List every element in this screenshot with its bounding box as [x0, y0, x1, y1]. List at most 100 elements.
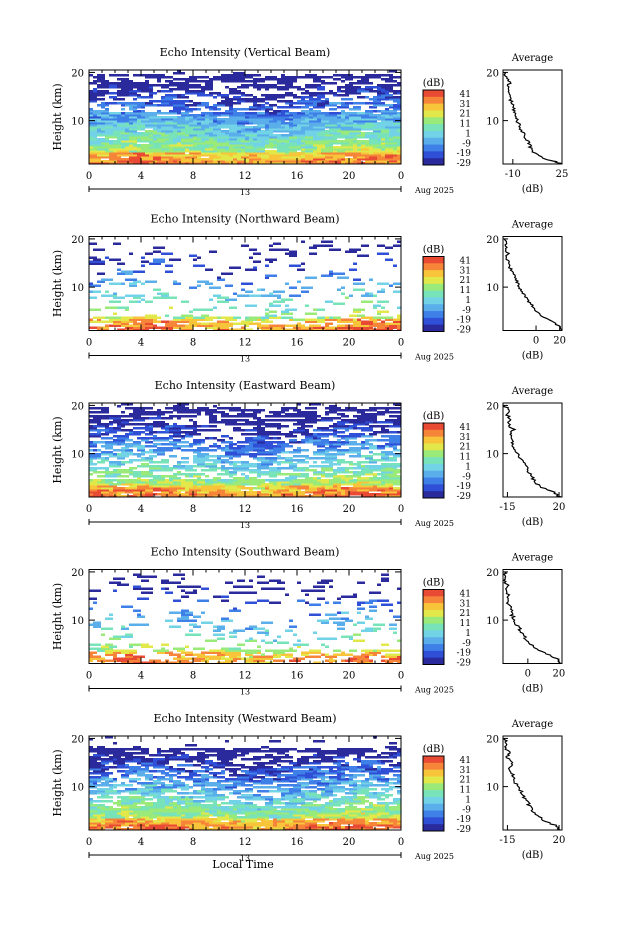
heatmap-cell: [253, 162, 257, 165]
heatmap-cell: [385, 465, 397, 468]
heatmap-cell: [209, 134, 217, 137]
heatmap-cell: [333, 150, 337, 153]
heatmap-cell: [221, 802, 229, 805]
heatmap-cell: [273, 419, 277, 422]
heatmap-cell: [241, 146, 245, 149]
heatmap-cell: [129, 136, 141, 139]
heatmap-cell: [141, 810, 153, 813]
heatmap-cell: [105, 822, 113, 825]
heatmap-cell: [313, 495, 325, 498]
heatmap-cell: [161, 320, 169, 323]
heatmap-cell: [365, 324, 369, 327]
heatmap-cell: [169, 756, 177, 759]
heatmap-cell: [329, 248, 341, 251]
date-label: Aug 2025: [414, 519, 454, 528]
heatmap-cell: [377, 421, 385, 424]
heatmap-cell: [189, 449, 193, 452]
heatmap-cell: [385, 473, 397, 476]
heatmap-cell: [261, 495, 273, 498]
heatmap-cell: [285, 798, 293, 801]
heatmap-cell: [393, 146, 397, 149]
heatmap-cell: [321, 112, 329, 115]
heatmap-cell: [113, 132, 121, 135]
colorbar-tick-label: 31: [460, 266, 471, 276]
heatmap-cell: [93, 471, 101, 474]
heatmap-cell: [325, 160, 329, 163]
heatmap-cell: [177, 756, 189, 759]
heatmap-cell: [397, 158, 401, 161]
heatmap-cell: [229, 471, 237, 474]
heatmap-cell: [113, 822, 125, 825]
heatmap-cell: [245, 74, 249, 77]
heatmap-cell: [237, 479, 245, 482]
heatmap-cell: [185, 108, 197, 111]
heatmap-cell: [341, 595, 345, 598]
heatmap-cell: [349, 142, 361, 145]
heatmap-cell: [177, 649, 181, 652]
heatmap-cell: [233, 784, 237, 787]
heatmap-cell: [113, 142, 121, 145]
heatmap-cell: [133, 326, 145, 329]
heatmap-cell: [129, 114, 141, 117]
heatmap-cell: [189, 162, 193, 165]
heatmap-cell: [285, 802, 293, 805]
heatmap-cell: [329, 814, 341, 817]
heatmap-cell: [197, 104, 205, 107]
heatmap-cell: [157, 447, 169, 450]
heatmap-cell: [89, 485, 93, 488]
heatmap-cell: [141, 483, 145, 486]
heatmap-cell: [281, 445, 293, 448]
heatmap-cell: [205, 794, 213, 797]
heatmap-cell: [201, 816, 209, 819]
heatmap-cell: [361, 812, 365, 815]
heatmap-cell: [393, 156, 397, 159]
heatmap-cell: [217, 776, 225, 779]
heatmap-cell: [173, 485, 177, 488]
heatmap-cell: [269, 423, 273, 426]
heatmap-cell: [121, 784, 133, 787]
heatmap-cell: [165, 774, 177, 777]
heatmap-cell: [393, 483, 397, 486]
heatmap-cell: [277, 431, 281, 434]
heatmap-cell: [181, 88, 189, 91]
heatmap-cell: [365, 76, 377, 79]
heatmap-cell: [245, 114, 257, 117]
heatmap-cell: [349, 768, 357, 771]
heatmap-cell: [161, 90, 173, 93]
heatmap-cell: [321, 118, 333, 121]
heatmap-cell: [353, 463, 361, 466]
heatmap-cell: [181, 820, 193, 823]
heatmap-cell: [101, 411, 105, 414]
heatmap-cell: [357, 760, 361, 763]
heatmap-cell: [209, 467, 221, 470]
heatmap-cell: [349, 78, 353, 81]
average-frame: [502, 69, 563, 165]
heatmap-cell: [257, 132, 269, 135]
heatmap-cell: [361, 483, 373, 486]
heatmap-cell: [109, 124, 113, 127]
heatmap-cell: [381, 320, 385, 323]
heatmap-cell: [233, 423, 237, 426]
heatmap-cell: [329, 112, 341, 115]
heatmap-cell: [213, 405, 217, 408]
heatmap-cell: [197, 118, 205, 121]
heatmap-cell: [349, 92, 361, 95]
heatmap-cell: [145, 812, 153, 815]
heatmap-cell: [293, 318, 305, 321]
heatmap-cell: [233, 802, 245, 805]
heatmap-cell: [325, 318, 337, 321]
heatmap-cell: [365, 447, 369, 450]
heatmap-cell: [241, 128, 245, 131]
heatmap-cell: [289, 473, 301, 476]
heatmap-cell: [233, 292, 237, 295]
heatmap-cell: [277, 427, 281, 430]
heatmap-cell: [325, 144, 333, 147]
heatmap-cell: [245, 465, 257, 468]
heatmap-cell: [105, 776, 109, 779]
heatmap-cell: [165, 475, 177, 478]
heatmap-cell: [253, 766, 261, 769]
heatmap-cell: [113, 435, 117, 438]
heatmap-cell: [185, 150, 193, 153]
heatmap-cell: [157, 110, 161, 113]
